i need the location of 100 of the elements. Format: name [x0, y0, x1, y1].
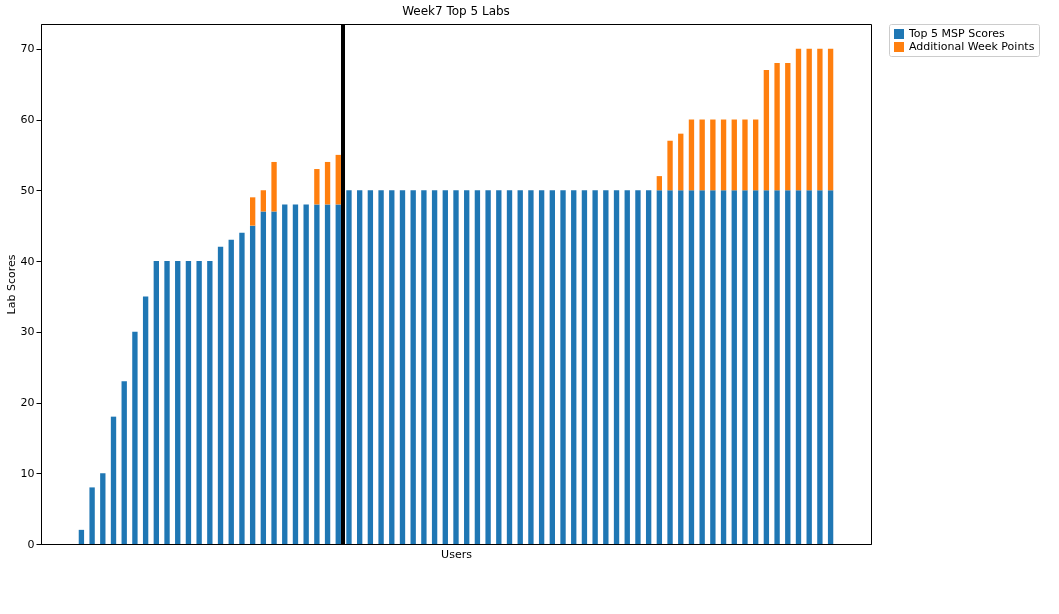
- y-tick-label: 60: [20, 113, 35, 127]
- bar: [613, 190, 620, 544]
- bar: [249, 225, 256, 544]
- bar: [688, 190, 695, 544]
- y-tick-label: 50: [20, 183, 35, 197]
- bar: [678, 190, 684, 544]
- bar: [217, 246, 224, 544]
- bar: [656, 176, 663, 191]
- bar: [742, 119, 748, 191]
- bar: [624, 190, 630, 544]
- bar: [89, 487, 95, 544]
- y-tick-label: 0: [27, 537, 35, 551]
- bar: [207, 261, 213, 544]
- bar: [785, 62, 791, 191]
- bar: [496, 190, 502, 544]
- bar: [817, 190, 823, 544]
- legend-label: Additional Week Points: [909, 40, 1035, 53]
- bar: [785, 190, 791, 544]
- bar: [324, 204, 331, 544]
- bar: [442, 190, 448, 544]
- bar: [78, 529, 85, 544]
- bar: [271, 161, 277, 212]
- bar: [132, 331, 138, 544]
- bar: [763, 69, 770, 191]
- bar: [389, 190, 395, 544]
- bar: [282, 204, 288, 544]
- y-axis-title: Lab Scores: [4, 254, 18, 315]
- bar: [121, 381, 127, 544]
- bar: [239, 232, 245, 544]
- bar: [260, 190, 267, 212]
- bar: [549, 190, 555, 544]
- bar: [753, 119, 759, 191]
- y-tick-label: 30: [20, 325, 35, 339]
- bar: [271, 211, 277, 544]
- bar: [731, 190, 737, 544]
- bar: [474, 190, 481, 544]
- bar: [581, 190, 588, 544]
- bar: [538, 190, 545, 544]
- bar: [795, 48, 802, 191]
- bar: [742, 190, 748, 544]
- bar: [357, 190, 363, 544]
- bar: [324, 161, 331, 205]
- bar: [731, 119, 737, 191]
- y-tick-label: 40: [20, 254, 35, 268]
- bar: [710, 119, 716, 191]
- bar: [303, 204, 309, 544]
- bar: [806, 48, 812, 191]
- bar: [100, 473, 106, 544]
- y-tick-label: 20: [20, 396, 35, 409]
- bar: [806, 190, 812, 544]
- bar: [560, 190, 566, 544]
- bar: [656, 190, 663, 544]
- bar: [720, 119, 727, 191]
- bar: [827, 48, 834, 191]
- bar: [710, 190, 716, 544]
- bar: [827, 190, 834, 544]
- bar: [635, 190, 641, 544]
- bar: [667, 140, 673, 191]
- bar: [421, 190, 427, 544]
- bar: [142, 296, 149, 544]
- bar: [592, 190, 598, 544]
- y-tick-label: 70: [20, 42, 35, 56]
- bar: [753, 190, 759, 544]
- x-axis-title: Users: [441, 547, 473, 561]
- bar: [292, 204, 299, 544]
- y-tick-label: 10: [20, 466, 35, 480]
- bar: [517, 190, 523, 544]
- bar: [175, 261, 181, 544]
- bar: [667, 190, 673, 544]
- bar: [464, 190, 470, 544]
- bar: [506, 190, 513, 544]
- bar: [485, 190, 491, 544]
- bar: [453, 190, 459, 544]
- bar: [774, 190, 780, 544]
- bar: [763, 190, 770, 544]
- bar: [603, 190, 609, 544]
- bar: [571, 190, 577, 544]
- bar: [645, 190, 652, 544]
- bar: [314, 169, 320, 205]
- bar: [185, 261, 192, 544]
- bar: [410, 190, 416, 544]
- bar: [399, 190, 406, 544]
- bar: [260, 211, 267, 544]
- chart-title: Week7 Top 5 Labs: [402, 4, 510, 18]
- bar: [795, 190, 802, 544]
- bar: [153, 261, 159, 544]
- legend-label: Top 5 MSP Scores: [908, 27, 1005, 40]
- bar: [678, 133, 684, 191]
- bar: [699, 190, 705, 544]
- bar: [431, 190, 438, 544]
- bar: [110, 416, 117, 544]
- bar: [164, 261, 170, 544]
- bar: [335, 154, 341, 205]
- bar: [699, 119, 705, 191]
- bar: [314, 204, 320, 544]
- bar: [720, 190, 727, 544]
- bar: [817, 48, 823, 191]
- bar: [774, 62, 780, 191]
- bar: [249, 197, 256, 226]
- bar: [367, 190, 374, 544]
